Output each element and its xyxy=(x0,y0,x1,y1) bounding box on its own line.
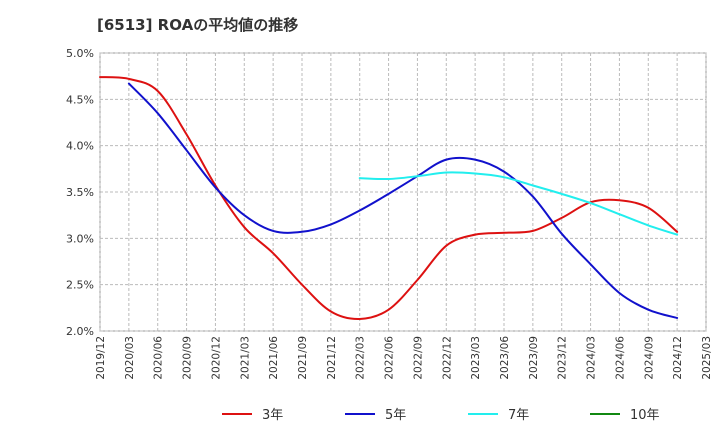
x-tick-label: 2022/03 xyxy=(355,336,367,380)
x-tick-label: 2022/12 xyxy=(441,336,453,380)
x-tick-label: 2023/03 xyxy=(470,336,482,380)
series-lines xyxy=(99,76,679,321)
x-tick-label: 2020/06 xyxy=(153,336,165,380)
series-line xyxy=(358,171,679,236)
legend-label: 10年 xyxy=(630,408,660,423)
x-tick-label: 2020/09 xyxy=(182,336,194,380)
x-tick-label: 2024/12 xyxy=(672,336,684,380)
y-axis-ticks: 2.0% 2.5% 3.0% 3.5% 4.0% 4.5% 5.0% xyxy=(66,47,94,338)
y-tick-label: 2.0% xyxy=(66,325,94,338)
series-line xyxy=(127,82,679,319)
x-tick-label: 2021/03 xyxy=(239,336,251,380)
legend: 3年 5年 7年 10年 xyxy=(222,408,660,423)
y-tick-label: 4.5% xyxy=(66,93,94,106)
y-tick-label: 2.5% xyxy=(66,279,94,292)
y-tick-label: 4.0% xyxy=(66,140,94,153)
x-tick-label: 2025/03 xyxy=(701,336,713,380)
legend-label: 5年 xyxy=(385,408,406,423)
x-tick-label: 2023/06 xyxy=(499,336,511,380)
x-tick-label: 2021/09 xyxy=(297,336,309,380)
x-tick-label: 2024/09 xyxy=(643,336,655,380)
legend-label: 3年 xyxy=(262,408,283,423)
x-tick-label: 2023/09 xyxy=(528,336,540,380)
x-tick-label: 2020/03 xyxy=(124,336,136,380)
x-tick-label: 2022/06 xyxy=(384,336,396,380)
x-tick-label: 2020/12 xyxy=(210,336,222,380)
series-line xyxy=(99,76,679,321)
y-tick-label: 5.0% xyxy=(66,47,94,60)
x-tick-label: 2024/03 xyxy=(586,336,598,380)
chart-title: [6513] ROAの平均値の推移 xyxy=(97,16,298,34)
y-tick-label: 3.5% xyxy=(66,186,94,199)
x-axis-ticks: 2019/12 2020/03 2020/06 2020/09 2020/12 2021/… xyxy=(95,336,713,380)
legend-label: 7年 xyxy=(508,408,529,423)
x-tick-label: 2024/06 xyxy=(614,336,626,380)
x-tick-label: 2022/09 xyxy=(412,336,424,380)
y-tick-label: 3.0% xyxy=(66,232,94,245)
grid-lines xyxy=(99,52,707,332)
x-tick-label: 2021/06 xyxy=(268,336,280,380)
x-tick-label: 2023/12 xyxy=(557,336,569,380)
x-tick-label: 2019/12 xyxy=(95,336,107,380)
x-tick-label: 2021/12 xyxy=(326,336,338,380)
